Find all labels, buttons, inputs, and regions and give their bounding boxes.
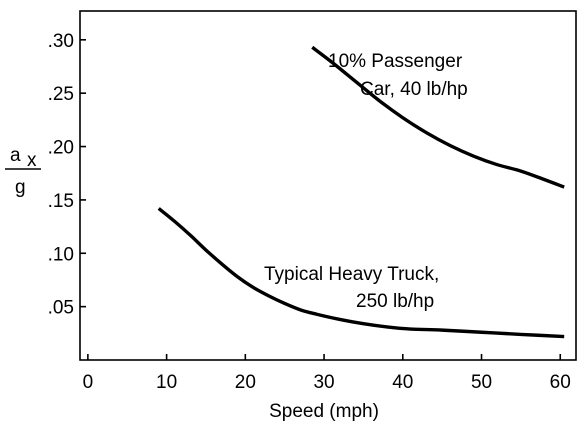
x-tick-label-30: 30 xyxy=(313,372,334,393)
series-line-passenger-car xyxy=(311,45,565,189)
x-tick-label-40: 40 xyxy=(392,372,413,393)
x-axis: 0 10 20 30 40 50 60 xyxy=(83,354,571,393)
y-tick-label-15: .15 xyxy=(48,191,74,212)
y-tick-label-10: .10 xyxy=(48,244,74,265)
x-axis-title: Speed (mph) xyxy=(269,401,379,422)
plot-frame xyxy=(79,10,577,361)
annotation-heavy-truck-line-2: 250 lb/hp xyxy=(356,291,434,312)
series-group xyxy=(157,45,565,339)
x-tick-label-60: 60 xyxy=(550,372,571,393)
series-line-heavy-truck xyxy=(157,207,565,339)
x-tick-label-20: 20 xyxy=(235,372,256,393)
y-axis-title: a x g xyxy=(5,145,41,198)
annotation-heavy-truck-line-1: Typical Heavy Truck, xyxy=(264,264,439,285)
y-tick-label-20: .20 xyxy=(48,138,74,159)
y-tick-label-05: .05 xyxy=(48,298,74,319)
annotation-passenger-car-line-1: 10% Passenger xyxy=(328,51,463,72)
annotation-passenger-car-line-2: Car, 40 lb/hp xyxy=(360,79,468,100)
y-axis: .05 .10 .15 .20 .25 .30 xyxy=(48,31,86,319)
y-axis-title-denominator: g xyxy=(15,177,26,198)
y-tick-label-30: .30 xyxy=(48,31,74,52)
x-tick-label-10: 10 xyxy=(156,372,177,393)
y-axis-title-subscript: x xyxy=(27,150,37,171)
y-axis-title-numerator: a xyxy=(10,145,21,166)
x-tick-label-50: 50 xyxy=(471,372,492,393)
x-tick-label-0: 0 xyxy=(83,372,94,393)
y-tick-label-25: .25 xyxy=(48,84,74,105)
